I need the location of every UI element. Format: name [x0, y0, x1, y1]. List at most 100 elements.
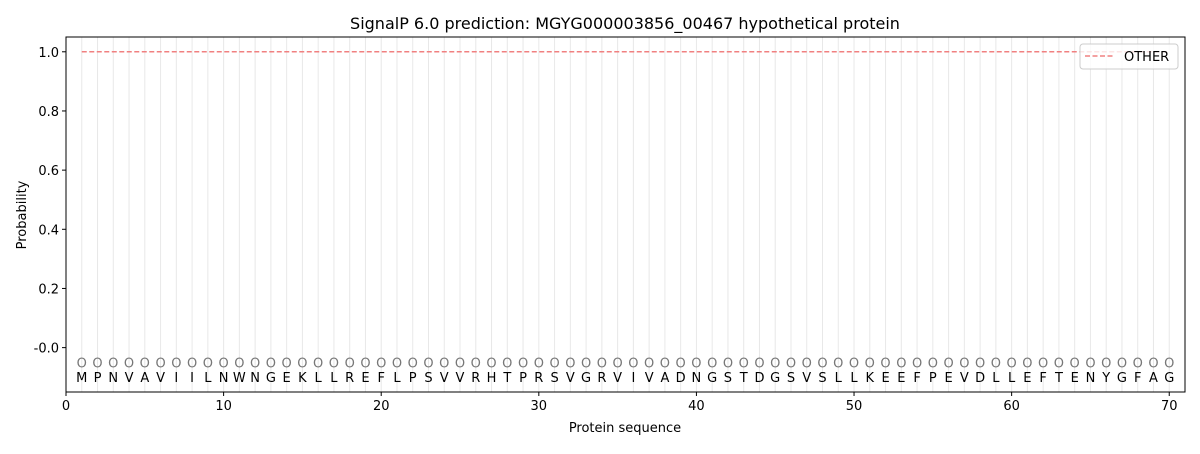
predicted-label: O — [1133, 356, 1143, 371]
predicted-label: O — [124, 356, 134, 371]
predicted-label: O — [754, 356, 764, 371]
predicted-label: O — [991, 356, 1001, 371]
residue-label: E — [361, 371, 369, 386]
residue-label: I — [190, 371, 194, 386]
predicted-label: O — [628, 356, 638, 371]
residue-label: A — [660, 371, 669, 386]
residue-label: N — [108, 371, 118, 386]
predicted-label: O — [1038, 356, 1048, 371]
predicted-label: O — [676, 356, 686, 371]
predicted-label: O — [187, 356, 197, 371]
residue-label: S — [818, 371, 826, 386]
predicted-label: O — [833, 356, 843, 371]
residue-label: S — [787, 371, 795, 386]
residue-label: E — [1023, 371, 1031, 386]
predicted-label: O — [943, 356, 953, 371]
predicted-label: O — [1085, 356, 1095, 371]
residue-label: E — [881, 371, 889, 386]
predicted-label: O — [518, 356, 528, 371]
predicted-label: O — [502, 356, 512, 371]
x-tick-label: 30 — [531, 399, 548, 414]
residue-label: L — [1008, 371, 1016, 386]
legend-label: OTHER — [1124, 50, 1169, 65]
predicted-label: O — [896, 356, 906, 371]
predicted-label: O — [439, 356, 449, 371]
x-tick-label: 40 — [688, 399, 705, 414]
predicted-label: O — [376, 356, 386, 371]
predicted-label: O — [1117, 356, 1127, 371]
y-tick-label: -0.0 — [34, 342, 59, 357]
predicted-label: O — [581, 356, 591, 371]
residue-label: V — [566, 371, 575, 386]
y-tick-label: 1.0 — [38, 46, 59, 61]
residue-label: R — [471, 371, 480, 386]
predicted-label: O — [865, 356, 875, 371]
x-tick-label: 20 — [373, 399, 390, 414]
residue-label: F — [377, 371, 384, 386]
residue-label: E — [283, 371, 291, 386]
residue-label: T — [502, 371, 511, 386]
residue-label: K — [866, 371, 875, 386]
y-tick-label: 0.2 — [38, 282, 59, 297]
x-tick-label: 0 — [62, 399, 70, 414]
predicted-label: O — [423, 356, 433, 371]
residue-label: G — [581, 371, 591, 386]
residue-label: V — [802, 371, 811, 386]
predicted-label: O — [644, 356, 654, 371]
residue-label: T — [739, 371, 748, 386]
residue-label: V — [960, 371, 969, 386]
predicted-label: O — [282, 356, 292, 371]
predicted-label: O — [817, 356, 827, 371]
x-tick-label: 70 — [1161, 399, 1178, 414]
residue-label: P — [409, 371, 417, 386]
predicted-label: O — [549, 356, 559, 371]
residue-label: D — [975, 371, 985, 386]
residue-label: V — [613, 371, 622, 386]
predicted-label: O — [1022, 356, 1032, 371]
residue-label: R — [345, 371, 354, 386]
predicted-label: O — [313, 356, 323, 371]
predicted-label: O — [786, 356, 796, 371]
residue-label: P — [519, 371, 527, 386]
residue-label: V — [440, 371, 449, 386]
predicted-label: O — [691, 356, 701, 371]
predicted-label: O — [959, 356, 969, 371]
residue-label: L — [204, 371, 212, 386]
predicted-label: O — [534, 356, 544, 371]
predicted-label: O — [471, 356, 481, 371]
residue-label: N — [692, 371, 702, 386]
predicted-label: O — [660, 356, 670, 371]
plot-frame — [65, 36, 1186, 393]
residue-label: N — [1086, 371, 1096, 386]
predicted-label: O — [155, 356, 165, 371]
predicted-label: O — [1007, 356, 1017, 371]
predicted-label: O — [218, 356, 228, 371]
predicted-label: O — [392, 356, 402, 371]
residue-label: A — [1149, 371, 1158, 386]
predicted-label: O — [92, 356, 102, 371]
predicted-label: O — [455, 356, 465, 371]
y-tick-label: 0.4 — [38, 223, 59, 238]
predicted-label: O — [203, 356, 213, 371]
predicted-label: O — [266, 356, 276, 371]
predicted-label: O — [928, 356, 938, 371]
residue-label: L — [393, 371, 401, 386]
residue-label: F — [1134, 371, 1141, 386]
predicted-label: O — [613, 356, 623, 371]
predicted-label: O — [345, 356, 355, 371]
predicted-label: O — [77, 356, 87, 371]
predicted-label: O — [565, 356, 575, 371]
residue-label: N — [250, 371, 260, 386]
residue-label: L — [330, 371, 338, 386]
predicted-label: O — [707, 356, 717, 371]
predicted-label: O — [1070, 356, 1080, 371]
residue-label: I — [174, 371, 178, 386]
predicted-label: O — [1164, 356, 1174, 371]
predicted-label: O — [140, 356, 150, 371]
residue-label: S — [724, 371, 732, 386]
residue-label: Y — [1101, 371, 1110, 386]
predicted-label: O — [1148, 356, 1158, 371]
residue-label: R — [597, 371, 606, 386]
predicted-label: O — [171, 356, 181, 371]
residue-label: L — [315, 371, 323, 386]
